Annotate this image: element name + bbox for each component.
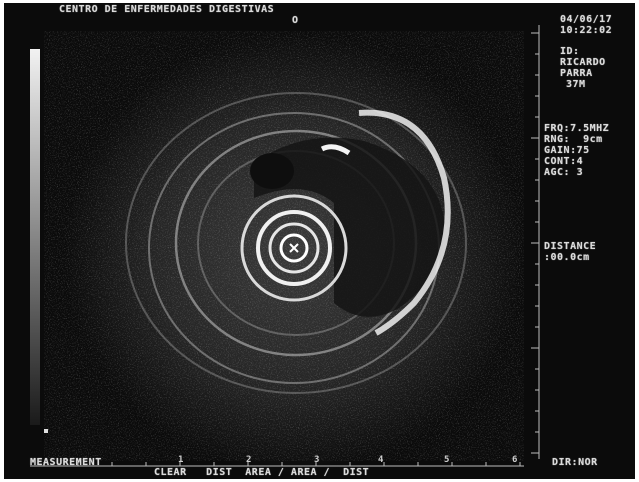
scale-tick-label: 2 [246, 455, 252, 465]
patient-first-name: RICARDO [560, 57, 606, 68]
depth-scale-ticks [531, 32, 539, 454]
center-cross-icon [289, 243, 299, 253]
exam-time: 10:22:02 [560, 25, 613, 36]
bright-arc [358, 109, 451, 336]
grayscale-bar [30, 49, 40, 425]
distance-value: :00.0cm [544, 252, 590, 263]
speckle-texture [44, 31, 524, 461]
endoscopic-ultrasound-image [30, 25, 540, 473]
range-setting: RNG: 9cm [544, 134, 603, 145]
contrast-setting: CONT:4 [544, 156, 584, 167]
measurement-modes: CLEAR DIST AREA / AREA / DIST [154, 467, 370, 478]
institution-title: CENTRO DE ENFERMEDADES DIGESTIVAS [59, 4, 275, 15]
distance-label: DISTANCE [544, 241, 597, 252]
ultrasound-frame: CENTRO DE ENFERMEDADES DIGESTIVAS O 04/0… [4, 3, 635, 479]
patient-age-sex: 37M [566, 79, 586, 90]
hypoechoic-region [254, 137, 445, 317]
patient-id-label: ID: [560, 46, 580, 57]
scale-tick-label: 3 [314, 455, 320, 465]
bright-spot [320, 144, 351, 156]
scale-tick-label: 4 [378, 455, 384, 465]
direction-label: DIR:NOR [552, 457, 598, 468]
exam-date: 04/06/17 [560, 14, 613, 25]
frequency-setting: FRQ:7.5MHZ [544, 123, 610, 134]
scale-tick-label: 5 [444, 455, 450, 465]
agc-setting: AGC: 3 [544, 167, 584, 178]
probe-rings [240, 194, 348, 302]
measurement-label: MEASUREMENT [30, 457, 102, 468]
scale-tick-label: 6 [512, 455, 518, 465]
gain-setting: GAIN:75 [544, 145, 590, 156]
cyst [250, 153, 294, 189]
scale-tick-label: 1 [178, 455, 184, 465]
grayscale-dot [44, 429, 48, 433]
bottom-scale-ticks [43, 462, 521, 466]
patient-last-name: PARRA [560, 68, 593, 79]
orientation-marker: O [292, 15, 299, 26]
